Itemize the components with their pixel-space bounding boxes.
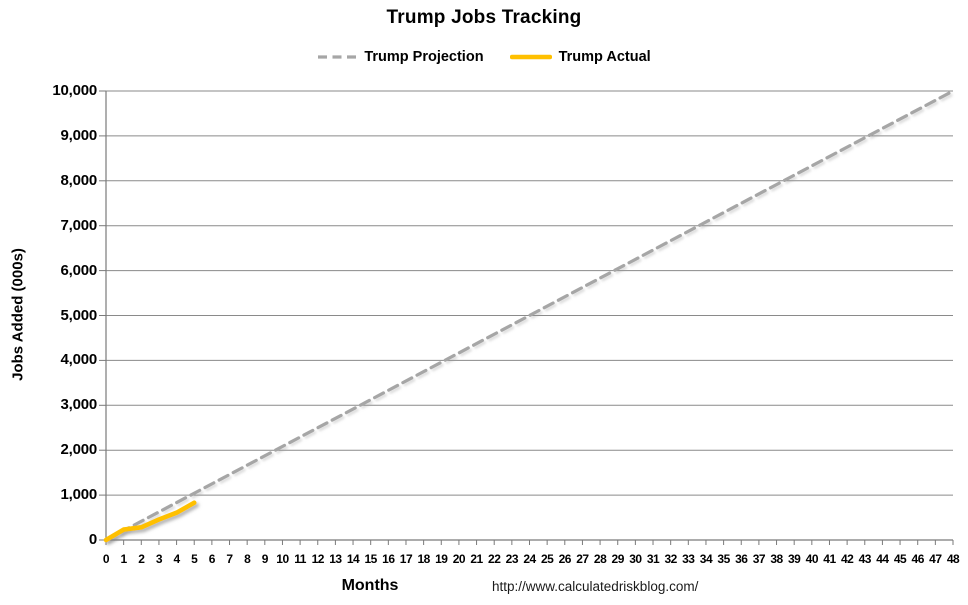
x-tick-label: 24 [523, 552, 536, 566]
legend-entry-projection: Trump Projection [317, 49, 484, 65]
x-tick-label: 0 [102, 552, 110, 566]
x-tick-label: 5 [191, 552, 198, 566]
x-tick-label: 18 [417, 552, 430, 566]
legend-actual-sample-icon [509, 54, 552, 60]
legend: Trump Projection Trump Actual [0, 46, 968, 68]
actual-line [103, 500, 197, 543]
x-tick-label: 47 [929, 552, 942, 566]
x-tick-label: 13 [329, 552, 342, 566]
y-tick-label: 1,000 [60, 486, 97, 504]
source-url: http://www.calculatedriskblog.com/ [492, 579, 699, 594]
x-tick-label: 37 [752, 552, 766, 566]
x-tick-label: 20 [452, 552, 466, 566]
legend-label-projection: Trump Projection [364, 49, 484, 65]
x-tick-label: 7 [226, 552, 233, 566]
x-tick-label: 15 [364, 552, 378, 566]
y-tick-label: 6,000 [60, 261, 97, 279]
y-tick-label: 4,000 [60, 351, 97, 369]
x-tick-label: 48 [946, 552, 960, 566]
x-tick-label: 4 [173, 552, 180, 566]
x-tick-label: 17 [399, 552, 413, 566]
x-tick-label: 1 [120, 552, 128, 566]
x-tick-label: 38 [770, 552, 783, 566]
y-tick-label: 10,000 [52, 82, 97, 99]
x-tick-label: 31 [646, 552, 660, 566]
legend-label-actual: Trump Actual [558, 49, 651, 65]
projection-line [104, 89, 955, 542]
x-tick-label: 33 [682, 552, 695, 566]
y-axis-title: Jobs Added (000s) [9, 248, 27, 381]
x-tick-label: 46 [911, 552, 925, 566]
x-tick-label: 34 [699, 552, 713, 566]
x-tick-label: 19 [435, 552, 448, 566]
x-tick-label: 22 [488, 552, 501, 566]
x-tick-label: 36 [735, 552, 748, 566]
x-tick-label: 42 [840, 552, 854, 566]
x-tick-label: 45 [893, 552, 907, 566]
chart-title: Trump Jobs Tracking [386, 7, 582, 28]
x-tick-label: 9 [261, 552, 269, 566]
x-tick-label: 23 [505, 552, 519, 566]
x-tick-label: 12 [311, 552, 325, 566]
x-tick-label: 8 [244, 552, 251, 566]
x-tick-label: 39 [788, 552, 801, 566]
x-tick-label: 29 [611, 552, 625, 566]
x-tick-label: 27 [576, 552, 589, 566]
x-tick-label: 43 [858, 552, 872, 566]
y-tick-label: 0 [88, 531, 97, 548]
x-tick-label: 25 [540, 552, 554, 566]
y-tick-label: 8,000 [60, 171, 97, 189]
x-axis-title: Months [341, 577, 399, 594]
x-tick-label: 6 [208, 552, 216, 566]
x-tick-label: 28 [593, 552, 607, 566]
x-tick-label: 3 [155, 552, 163, 566]
y-tick-label: 9,000 [60, 126, 97, 144]
x-tick-label: 11 [294, 552, 306, 566]
y-tick-label: 2,000 [60, 441, 97, 459]
x-tick-label: 10 [276, 552, 289, 566]
y-tick-label: 5,000 [60, 306, 97, 324]
x-tick-label: 41 [823, 552, 836, 566]
y-tick-label: 3,000 [60, 396, 97, 414]
x-tick-label: 2 [138, 552, 145, 566]
x-tick-label: 40 [805, 552, 819, 566]
legend-entry-actual: Trump Actual [509, 49, 651, 65]
x-tick-label: 44 [876, 552, 889, 566]
x-tick-label: 32 [664, 552, 677, 566]
y-tick-label: 7,000 [60, 216, 97, 234]
x-tick-label: 21 [470, 552, 483, 566]
x-tick-label: 14 [346, 552, 360, 566]
x-tick-label: 16 [382, 552, 395, 566]
legend-projection-sample-icon [318, 55, 357, 59]
x-tick-label: 26 [558, 552, 572, 566]
x-tick-label: 35 [717, 552, 730, 566]
x-tick-label: 30 [629, 552, 642, 566]
